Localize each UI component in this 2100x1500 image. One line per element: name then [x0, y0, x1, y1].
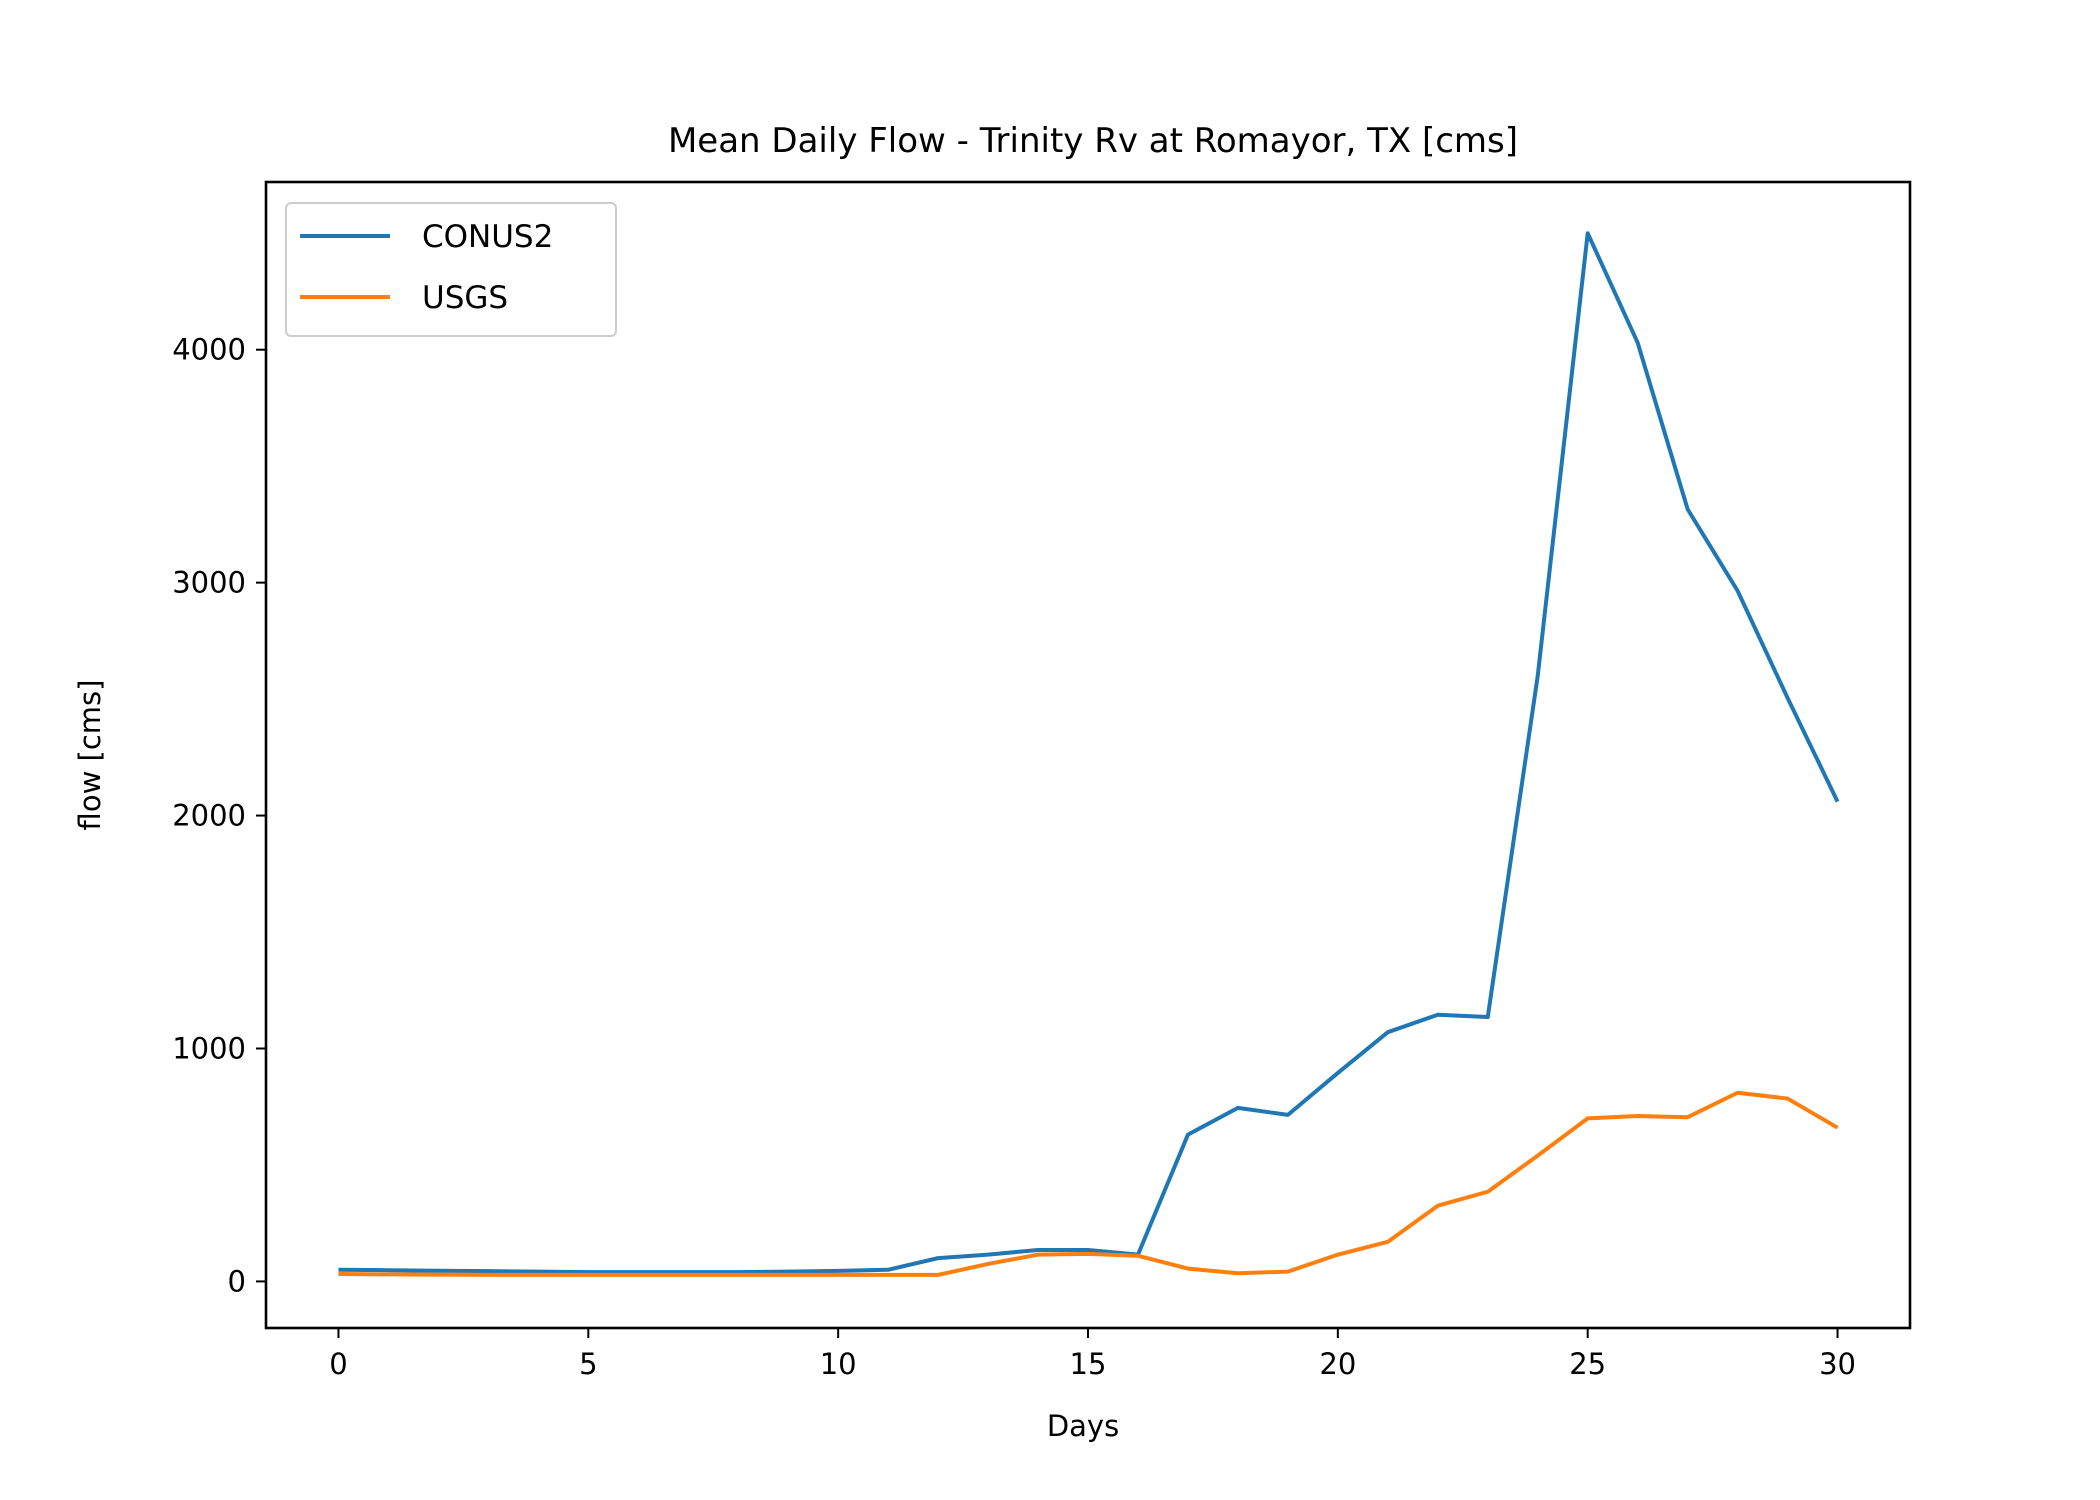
- legend-label-conus2: CONUS2: [422, 219, 553, 255]
- x-axis-ticks: 0 5 10 15 20 25 30: [329, 1328, 1856, 1381]
- y-axis-label: flow [cms]: [73, 680, 107, 831]
- legend-label-usgs: USGS: [422, 280, 508, 316]
- series-layer: [338, 231, 1840, 1277]
- x-tick-label: 5: [579, 1347, 597, 1381]
- x-tick-label: 10: [820, 1347, 857, 1381]
- y-tick-label: 4000: [172, 333, 246, 367]
- series-line-conus2: [338, 231, 1840, 1275]
- x-tick-label: 30: [1819, 1347, 1856, 1381]
- chart-title: Mean Daily Flow - Trinity Rv at Romayor,…: [668, 121, 1518, 161]
- y-tick-label: 3000: [172, 566, 246, 600]
- y-tick-label: 0: [228, 1264, 246, 1298]
- y-tick-label: 2000: [172, 799, 246, 833]
- y-axis-ticks: 0 1000 2000 3000 4000: [172, 333, 266, 1298]
- x-tick-label: 15: [1070, 1347, 1107, 1381]
- y-tick-label: 1000: [172, 1031, 246, 1065]
- x-tick-label: 20: [1319, 1347, 1356, 1381]
- x-axis-label: Days: [1047, 1409, 1119, 1443]
- series-line-usgs: [338, 1090, 1839, 1277]
- x-tick-label: 0: [329, 1347, 347, 1381]
- legend: CONUS2 USGS: [285, 202, 617, 337]
- x-tick-label: 25: [1569, 1347, 1606, 1381]
- plot-area-frame: [264, 180, 1912, 1330]
